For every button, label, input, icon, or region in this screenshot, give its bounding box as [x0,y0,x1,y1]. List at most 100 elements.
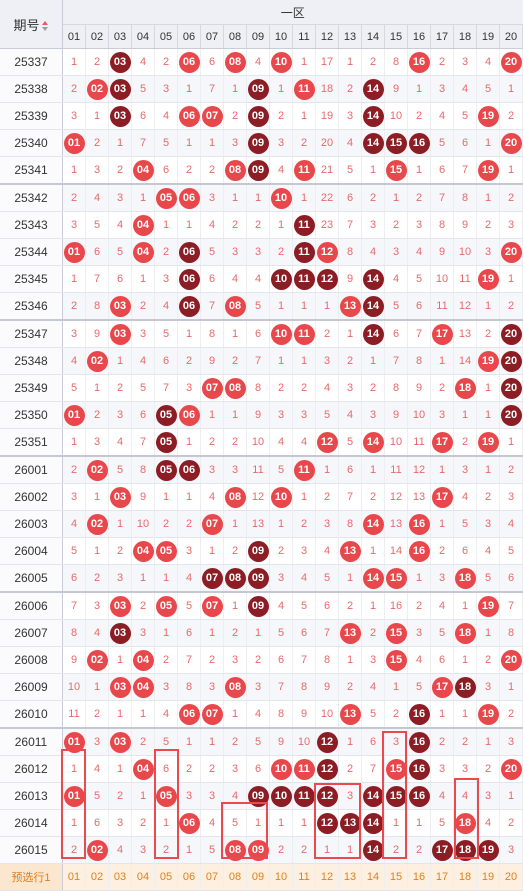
drawn-number-ball: 15 [385,567,407,589]
omission-cell: 1 [499,428,523,457]
drawn-number-ball: 14 [362,132,384,154]
omission-cell: 1 [407,156,431,185]
preview-number-cell[interactable]: 16 [407,863,431,891]
preview-number-cell[interactable]: 08 [223,863,247,891]
omission-cell: 2 [453,428,477,457]
omission-cell: 1 [154,619,178,647]
drawn-number-ball: 20 [500,758,522,780]
drawn-number-ball: 08 [224,676,246,698]
omission-cell: 1 [292,183,316,212]
omission-cell: 1 [361,455,385,484]
draw-cell: 05 [154,183,178,212]
omission-cell: 5 [85,782,109,810]
draw-cell: 18 [453,809,477,837]
issue-column-header[interactable]: 期号 [0,0,63,49]
draw-cell: 10 [269,265,293,293]
table-row: 25345 1 7 6 1 3 06 6 4 4 10 11 12 9 14 4 5 10 11 19 1 [0,265,523,293]
omission-cell: 6 [177,619,201,647]
omission-cell: 1 [361,347,385,375]
omission-cell: 2 [315,483,339,511]
omission-cell: 10 [384,102,408,130]
omission-cell: 5 [246,292,270,321]
draw-cell: 02 [85,347,109,375]
preview-number-cell[interactable]: 09 [246,863,270,891]
omission-cell: 2 [85,564,109,593]
omission-cell: 5 [85,211,109,239]
omission-cell: 1 [453,700,477,729]
draw-cell: 03 [108,75,132,103]
omission-cell: 11 [384,455,408,484]
sort-icon[interactable] [41,20,49,32]
omission-cell: 2 [292,510,316,538]
omission-cell: 4 [200,483,224,511]
omission-cell: 8 [292,673,316,701]
preview-number-cell[interactable]: 17 [430,863,454,891]
drawn-number-ball: 09 [247,595,269,617]
preview-number-cell[interactable]: 06 [177,863,201,891]
preview-number-cell[interactable]: 19 [476,863,500,891]
omission-cell: 1 [177,129,201,157]
preview-number-cell[interactable]: 11 [292,863,316,891]
draw-cell: 05 [154,591,178,620]
preview-number-cell[interactable]: 12 [315,863,339,891]
preview-number-cell[interactable]: 18 [453,863,477,891]
omission-cell: 10 [292,727,316,756]
drawn-number-ball: 02 [86,513,108,535]
omission-cell: 7 [131,129,155,157]
omission-cell: 4 [361,238,385,266]
omission-cell: 3 [384,727,408,756]
issue-number: 25349 [0,374,63,402]
omission-cell: 1 [223,183,247,212]
draw-cell: 20 [499,374,523,402]
table-row: 25340 01 2 1 7 5 1 1 3 09 3 2 20 4 14 15 16 5 6 1 20 [0,129,523,157]
omission-cell: 1 [177,319,201,348]
draw-cell: 14 [361,319,385,348]
preview-number-cell[interactable]: 01 [62,863,86,891]
omission-cell: 4 [430,782,454,810]
draw-cell: 15 [384,782,408,810]
table-row: 26004 5 1 2 04 05 3 1 2 09 2 3 4 13 1 14 16 2 6 4 5 [0,537,523,565]
number-header: 15 [384,24,408,49]
omission-cell: 5 [315,564,339,593]
draw-cell: 03 [108,319,132,348]
preview-number-cell[interactable]: 05 [154,863,178,891]
preview-number-cell[interactable]: 13 [338,863,362,891]
omission-cell: 7 [269,673,293,701]
omission-cell: 8 [430,211,454,239]
omission-cell: 4 [108,836,132,864]
preview-number-cell[interactable]: 04 [131,863,155,891]
drawn-number-ball: 17 [431,839,453,861]
drawn-number-ball: 07 [201,567,223,589]
draw-cell: 15 [384,646,408,674]
drawn-number-ball: 07 [201,595,223,617]
preview-number-cell[interactable]: 15 [384,863,408,891]
draw-cell: 17 [430,673,454,701]
omission-cell: 4 [154,102,178,130]
draw-cell: 11 [292,75,316,103]
omission-cell: 1 [292,102,316,130]
drawn-number-ball: 18 [454,839,476,861]
omission-cell: 2 [384,211,408,239]
draw-cell: 01 [62,782,86,810]
draw-cell: 20 [499,646,523,674]
preview-number-cell[interactable]: 20 [499,863,523,891]
issue-number: 25351 [0,428,63,457]
draw-cell: 02 [85,75,109,103]
draw-cell: 09 [246,102,270,130]
drawn-number-ball: 02 [86,839,108,861]
omission-cell: 1 [476,374,500,402]
preview-number-cell[interactable]: 03 [108,863,132,891]
preview-number-cell[interactable]: 10 [269,863,293,891]
preview-number-cell[interactable]: 02 [85,863,109,891]
preview-number-cell[interactable]: 07 [200,863,224,891]
drawn-number-ball: 09 [247,839,269,861]
omission-cell: 4 [292,564,316,593]
number-header: 17 [430,24,454,49]
omission-cell: 1 [62,265,86,293]
drawn-number-ball: 10 [270,187,292,209]
omission-cell: 23 [315,211,339,239]
issue-number: 26008 [0,646,63,674]
omission-cell: 4 [338,129,362,157]
number-header: 19 [476,24,500,49]
preview-number-cell[interactable]: 14 [361,863,385,891]
